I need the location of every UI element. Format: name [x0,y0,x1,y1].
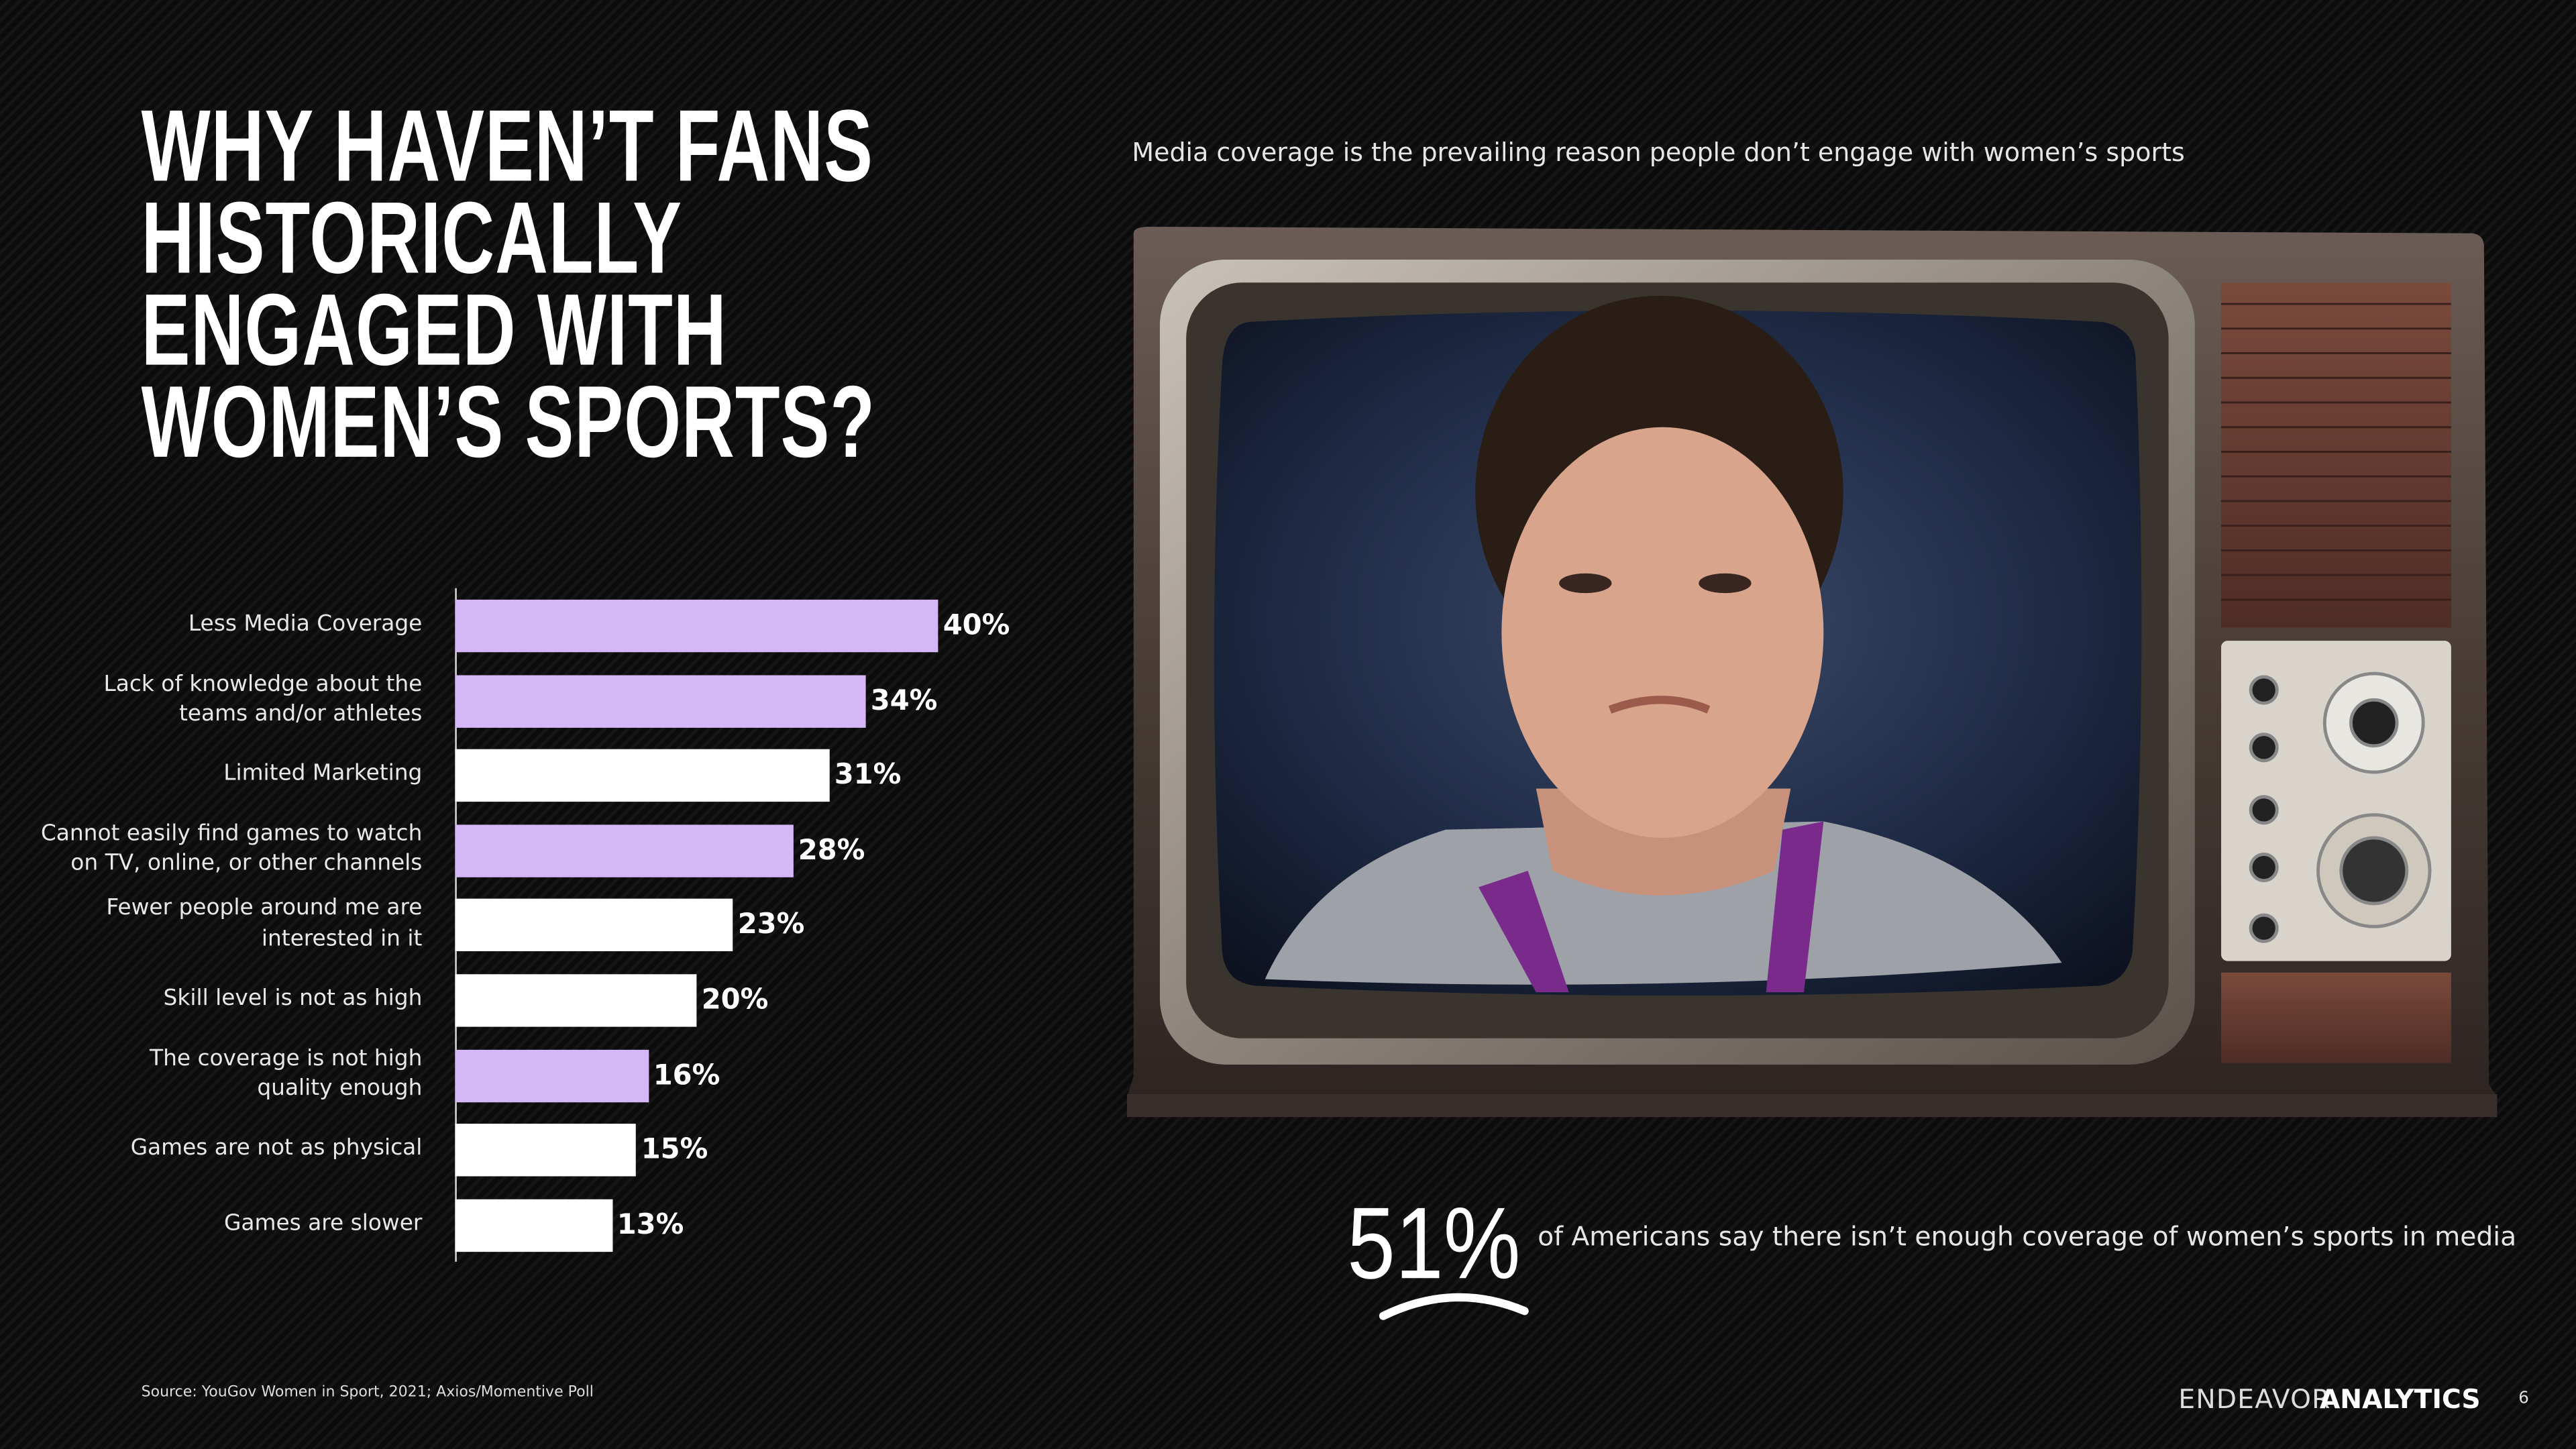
speaker-grill [2221,282,2451,628]
bar [455,824,794,877]
ribbon [1479,821,1824,993]
category-label: Fewer people around me are interested in… [106,896,423,952]
bar [455,749,830,802]
callout-text: of Americans say there isn’t enough cove… [1538,1220,2517,1252]
category-label: Games are not as physical [130,1136,423,1162]
category-label: Limited Marketing [223,762,423,787]
page-number: 6 [2518,1389,2529,1408]
value-label: 28% [798,834,865,867]
category-label: Cannot easily find games to watch on TV,… [40,822,423,877]
value-label: 20% [701,983,769,1017]
eye [1699,573,1752,594]
bar [455,674,866,727]
value-label: 31% [834,759,902,792]
smile-swoosh [1379,1293,1529,1320]
source-note: Source: YouGov Women in Sport, 2021; Axi… [141,1385,594,1401]
face [1501,427,1824,838]
value-label: 16% [653,1059,720,1092]
value-label: 13% [616,1208,684,1242]
callout-figure: 51% [1347,1187,1521,1301]
value-label: 15% [641,1134,708,1167]
knobs [2249,672,2432,943]
category-label: Games are slower [224,1212,423,1236]
bar [455,899,733,952]
mouth [1608,696,1711,714]
bar [455,1124,637,1177]
category-label: Less Media Coverage [188,612,423,637]
brand: ENDEAVOR [2178,1383,2331,1415]
jacket [1265,821,2062,985]
subtitle: Media coverage is the prevailing reason … [1132,138,2185,168]
value-label: 40% [943,609,1010,643]
category-label: Lack of knowledge about the teams and/or… [103,672,423,727]
eye [1559,573,1612,594]
grill-lines [2221,303,2451,601]
category-label: The coverage is not high quality enough [150,1046,423,1102]
bar [455,1199,612,1252]
speaker-grill-lower [2221,972,2451,1063]
value-label: 23% [737,909,805,943]
bar [455,599,938,653]
value-label: 34% [870,684,938,718]
tv-base [1127,1094,2498,1118]
slide-title: WHY HAVEN’T FANS HISTORICALLY ENGAGED WI… [141,90,875,480]
category-label: Skill level is not as high [163,987,423,1012]
bar [455,974,697,1027]
bar [455,1049,649,1102]
brand-bold: ANALYTICS [2319,1383,2481,1415]
